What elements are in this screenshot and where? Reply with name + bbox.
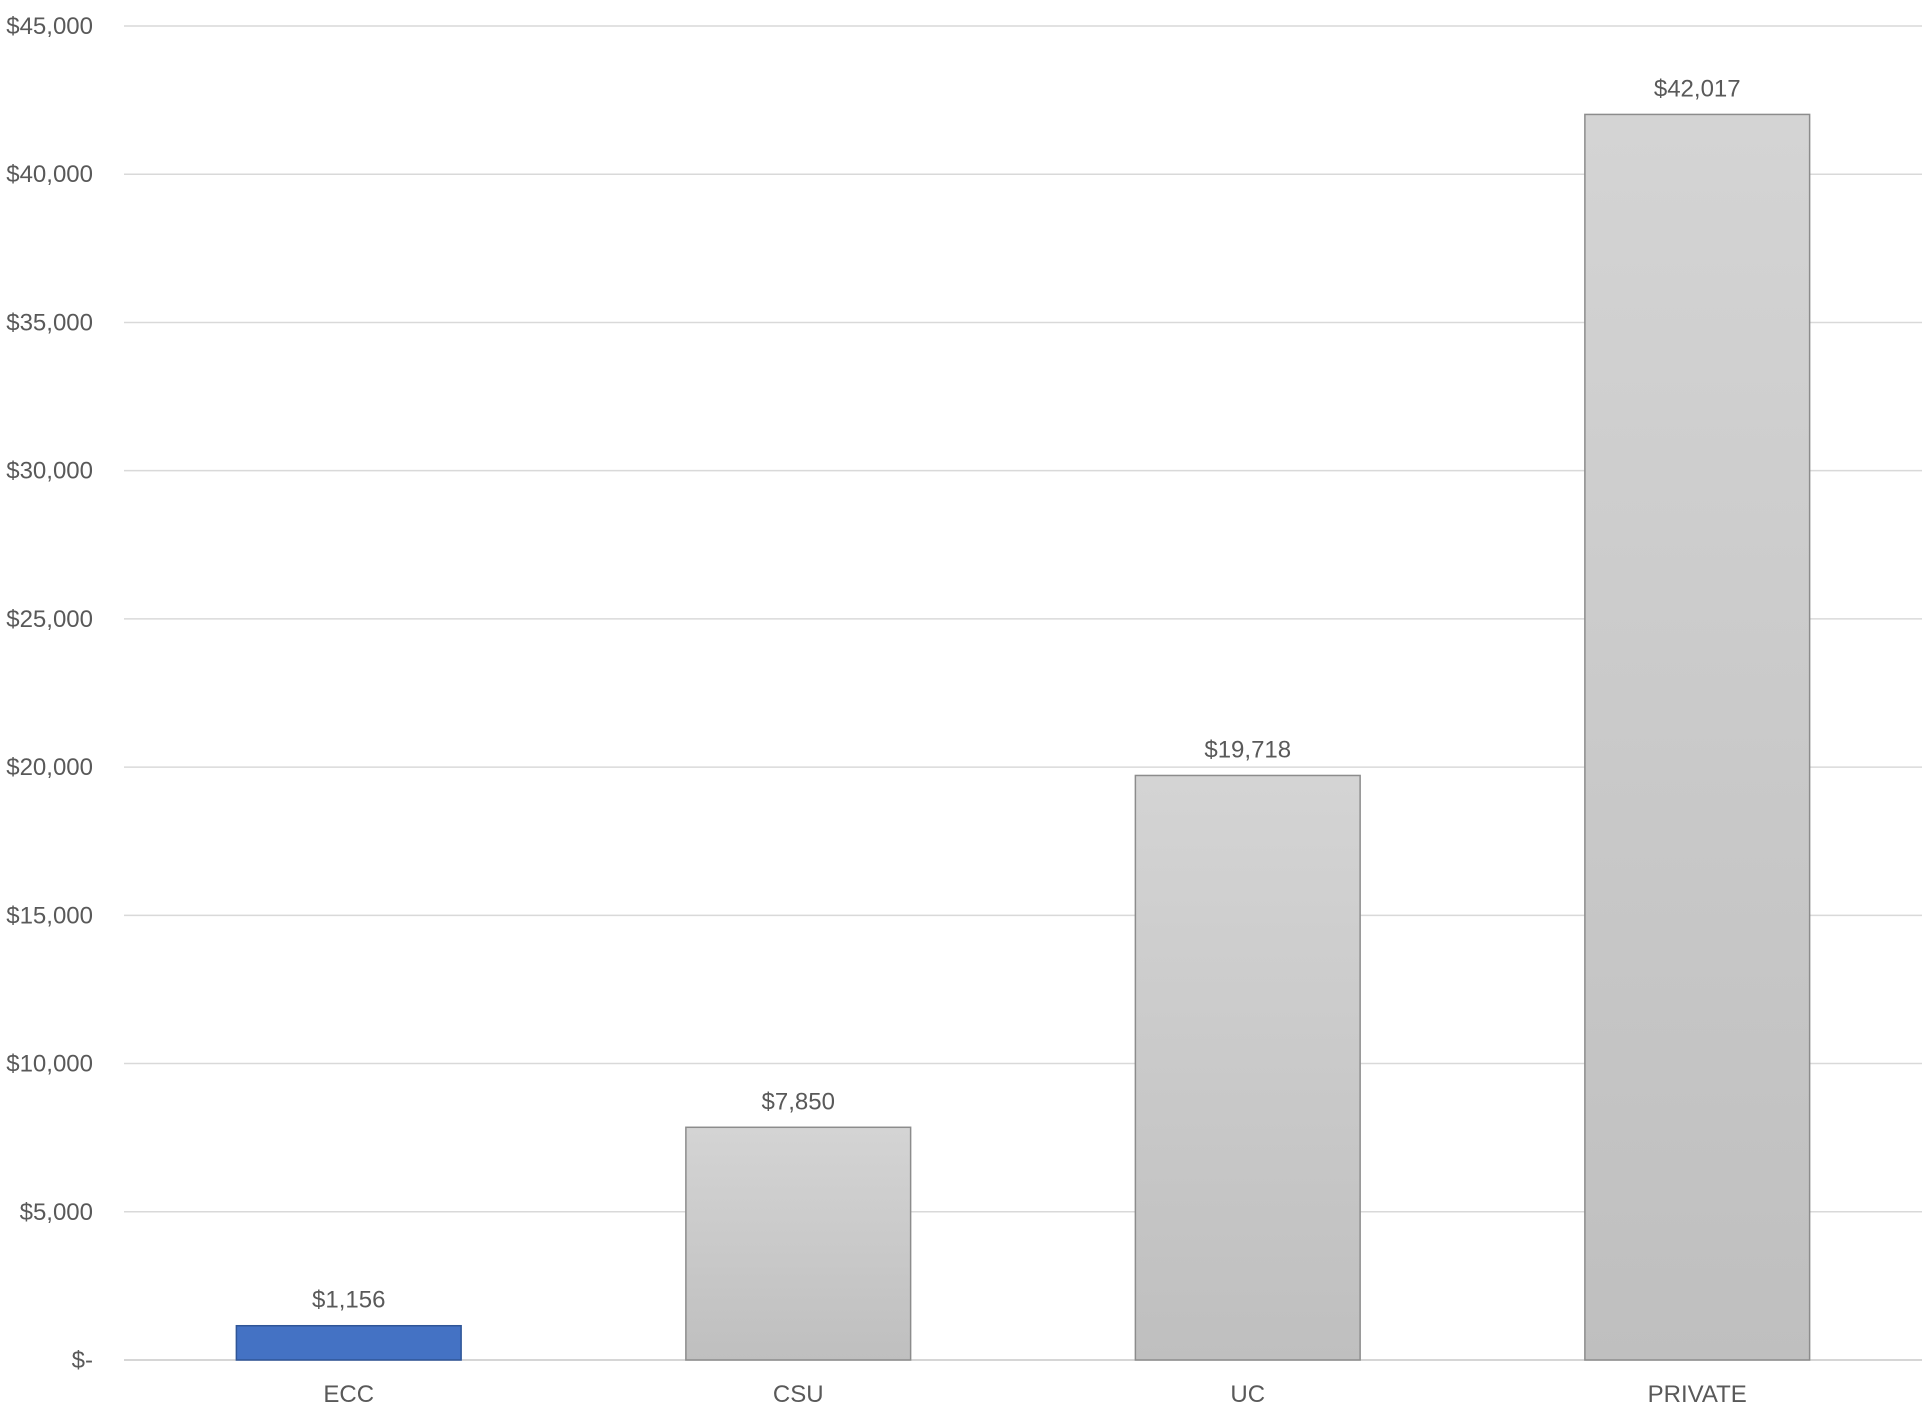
bar-private bbox=[1584, 113, 1811, 1361]
data-label-uc: $19,718 bbox=[1204, 736, 1291, 763]
y-axis-tick-labels: $- $5,000 $10,000 $15,000 $20,000 $25,000 $30,… bbox=[6, 13, 93, 1374]
gridlines bbox=[124, 25, 1922, 1361]
y-tick-label: $45,000 bbox=[6, 13, 93, 40]
y-tick-label: $10,000 bbox=[6, 1051, 93, 1078]
data-label-ecc: $1,156 bbox=[312, 1287, 385, 1314]
category-label-csu: CSU bbox=[773, 1381, 824, 1408]
x-axis-category-labels: ECC CSU UC PRIVATE bbox=[323, 1381, 1746, 1408]
data-labels: $1,156 $7,850 $19,718 $42,017 bbox=[312, 75, 1741, 1313]
y-tick-label: $15,000 bbox=[6, 902, 93, 929]
category-label-uc: UC bbox=[1230, 1381, 1265, 1408]
data-label-private: $42,017 bbox=[1654, 75, 1741, 102]
bar-uc bbox=[1134, 774, 1361, 1361]
bar-csu bbox=[685, 1126, 912, 1361]
y-tick-label: $5,000 bbox=[20, 1199, 93, 1226]
category-label-private: PRIVATE bbox=[1648, 1381, 1747, 1408]
data-label-csu: $7,850 bbox=[762, 1088, 835, 1115]
y-tick-label: $30,000 bbox=[6, 458, 93, 485]
category-label-ecc: ECC bbox=[323, 1381, 374, 1408]
bar-ecc bbox=[235, 1324, 462, 1361]
y-tick-label: $40,000 bbox=[6, 161, 93, 188]
y-tick-label: $- bbox=[72, 1347, 93, 1374]
bars bbox=[235, 113, 1811, 1361]
y-tick-label: $35,000 bbox=[6, 309, 93, 336]
y-tick-label: $25,000 bbox=[6, 606, 93, 633]
y-tick-label: $20,000 bbox=[6, 754, 93, 781]
